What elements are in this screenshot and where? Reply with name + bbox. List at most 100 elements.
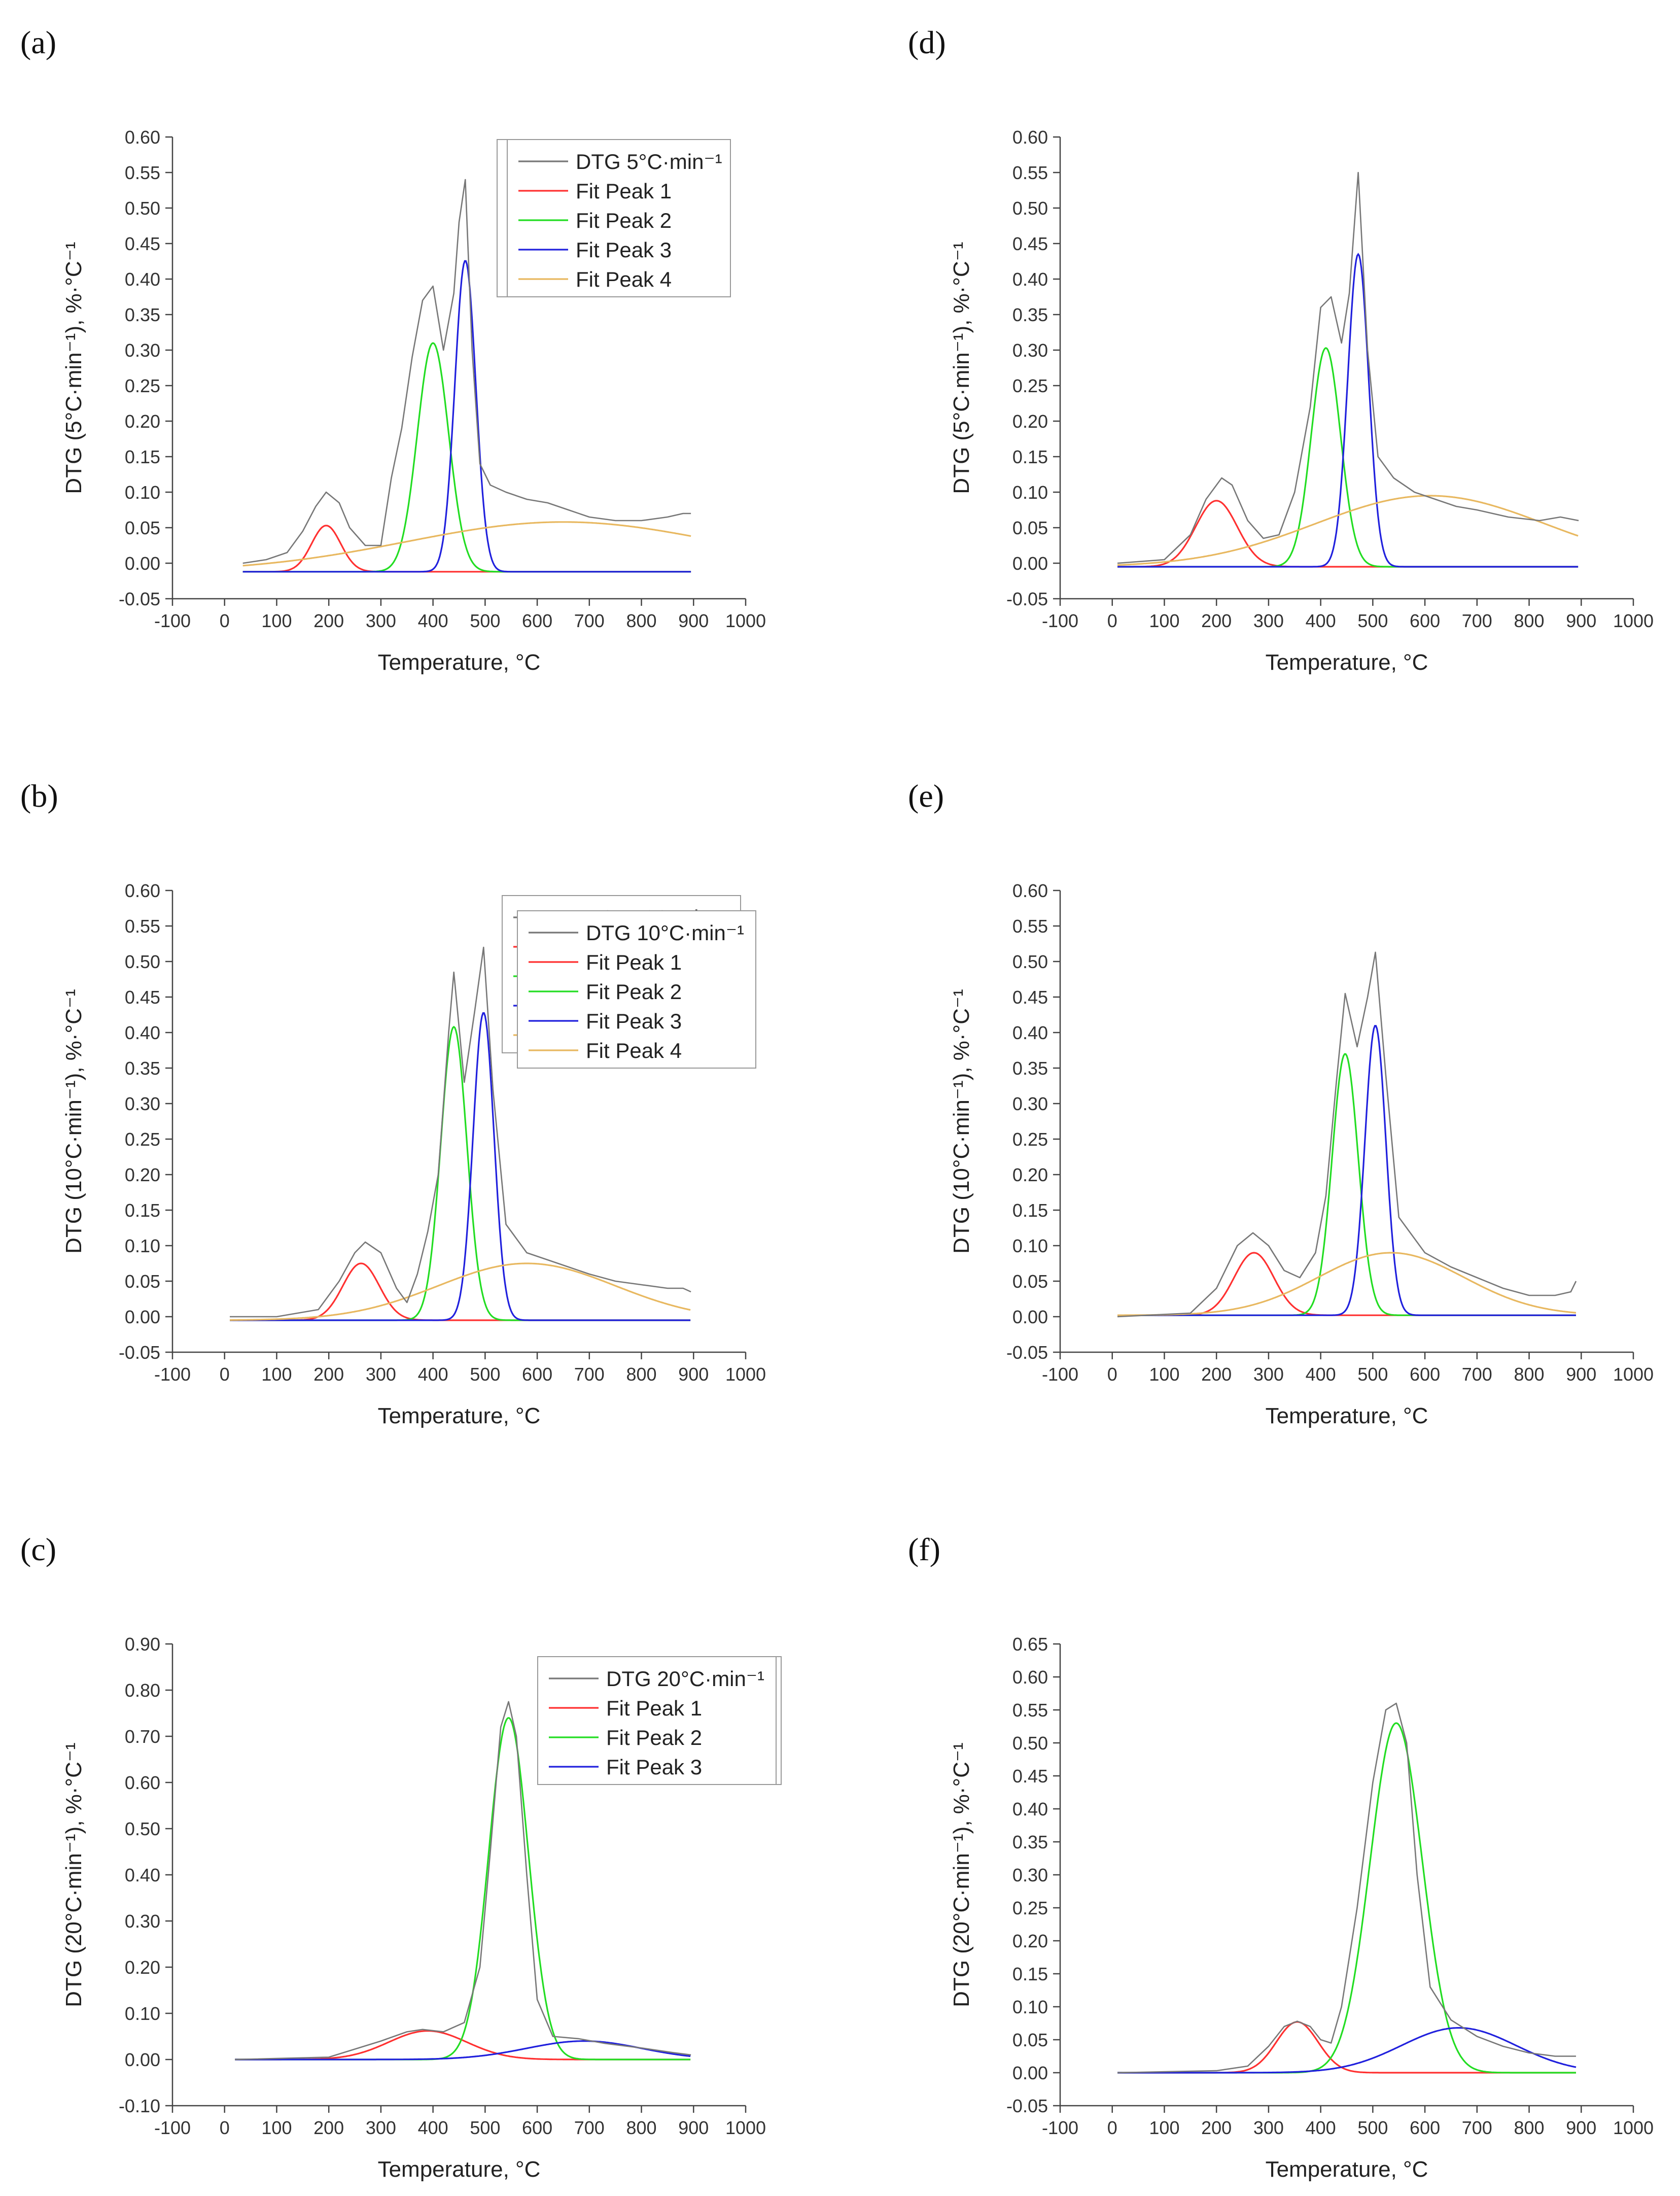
x-tick-label: 0 (220, 2117, 230, 2138)
plot-area (1117, 951, 1577, 1318)
x-tick-label: 0 (1107, 610, 1117, 631)
panel-label: (a) (20, 24, 56, 60)
panel-b: (b) -100 0 100 200 300 400 500 600 700 800 900 1000 -… (20, 778, 766, 1428)
y-tick-label: 0.00 (125, 2049, 160, 2070)
legend-entry: Fit Peak 3 (576, 238, 672, 262)
y-tick-label: 0.20 (1012, 411, 1048, 432)
x-tick-label: 300 (366, 1364, 396, 1385)
panel-e: (e) -100 0 100 200 300 400 500 600 700 800 900 1000 -… (517, 778, 1654, 1428)
y-tick-label: 0.15 (125, 1200, 160, 1221)
y-tick-label: 0.10 (1012, 1236, 1048, 1256)
fit-peak-4-line (230, 1262, 691, 1321)
fit-peak-2-line (242, 342, 691, 573)
y-tick-label: 0.60 (125, 127, 160, 148)
fit-peak-1-line (1117, 1252, 1576, 1316)
y-tick-label: 0.40 (125, 1865, 160, 1885)
y-tick-label: 0.90 (125, 1634, 160, 1655)
dtg-curve (1117, 951, 1577, 1318)
x-tick-label: 500 (1357, 610, 1388, 631)
y-tick-label: 0.05 (125, 1271, 160, 1292)
y-tick-label: 0.60 (125, 1772, 160, 1793)
legend-entry: Fit Peak 3 (586, 1009, 682, 1033)
y-tick-label: 0.30 (1012, 1865, 1048, 1885)
y-tick-label: 0.05 (1012, 2030, 1048, 2050)
y-tick-label: 0.55 (125, 162, 160, 183)
fit-peak-3-line (242, 260, 691, 573)
y-tick-label: 0.30 (1012, 1093, 1048, 1114)
y-tick-label: -0.05 (119, 1342, 160, 1363)
panel-label: (c) (20, 1531, 56, 1567)
dtg-curve (235, 1701, 691, 2061)
y-tick-label: 0.00 (1012, 2063, 1048, 2083)
x-tick-label: 900 (678, 2117, 709, 2138)
x-tick-label: 900 (678, 1364, 709, 1385)
plot-area (1117, 1702, 1577, 2074)
x-tick-label: 100 (1149, 1364, 1179, 1385)
y-tick-label: 0.45 (1012, 233, 1048, 254)
y-tick-label: 0.35 (125, 304, 160, 325)
y-tick-label: 0.80 (125, 1680, 160, 1701)
fit-peak-2-line (1117, 1053, 1576, 1316)
x-tick-label: 800 (626, 1364, 657, 1385)
y-tick-label: 0.35 (125, 1058, 160, 1079)
x-tick-label: 400 (1306, 1364, 1336, 1385)
y-tick-label: 0.50 (1012, 951, 1048, 972)
y-tick-label: 0.40 (1012, 269, 1048, 290)
legend: DTG 10°C·min⁻¹ Fit Peak 1 Fit Peak 2 Fit Pe… (517, 910, 756, 1069)
fit-peak-3-line (1117, 1025, 1576, 1316)
legend-entry: Fit Peak 4 (576, 267, 672, 291)
y-tick-label: 0.50 (1012, 1733, 1048, 1754)
x-tick-label: 0 (1107, 2117, 1117, 2138)
x-tick-label: 400 (1306, 2117, 1336, 2138)
legend-box (517, 910, 756, 1069)
legend: DTG 5°C·min⁻¹ Fit Peak 1 Fit Peak 2 Fit Pea… (507, 139, 731, 297)
y-axis-title: DTG (20°C·min⁻¹), %·°C⁻¹ (61, 1742, 86, 2007)
legend-entry: Fit Peak 4 (586, 1039, 682, 1062)
legend: DTG 20°C·min⁻¹ Fit Peak 1 Fit Peak 2 Fit Pe… (537, 1656, 777, 1785)
y-tick-label: 0.30 (125, 340, 160, 361)
y-tick-label: 0.05 (1012, 518, 1048, 538)
legend-entry: Fit Peak 2 (586, 980, 682, 1004)
x-tick-label: 900 (678, 610, 709, 631)
x-axis-title: Temperature, °C (378, 1403, 541, 1428)
y-tick-label: 0.25 (1012, 375, 1048, 396)
y-tick-label: 0.15 (1012, 447, 1048, 467)
x-tick-label: 900 (1566, 1364, 1596, 1385)
x-tick-label: 600 (522, 610, 552, 631)
x-tick-label: 600 (1410, 610, 1440, 631)
dtg-curve (1117, 1702, 1576, 2074)
y-tick-label: 0.60 (125, 880, 160, 901)
panel-c: (c) -100 0 100 200 300 400 500 600 700 800 900 1000 -… (20, 1531, 782, 2182)
x-tick-label: 800 (1514, 2117, 1545, 2138)
legend-entry: DTG 5°C·min⁻¹ (576, 150, 722, 174)
legend-entry: Fit Peak 1 (586, 950, 682, 974)
x-tick-label: 0 (220, 1364, 230, 1385)
x-tick-label: 800 (626, 2117, 657, 2138)
y-tick-label: -0.05 (1006, 2096, 1048, 2116)
panel-label: (d) (908, 24, 946, 60)
x-tick-label: 1000 (725, 610, 766, 631)
y-tick-label: 0.35 (1012, 1058, 1048, 1079)
plot-area (230, 946, 691, 1321)
y-axis-title: DTG (5°C·min⁻¹), %·°C⁻¹ (61, 242, 86, 494)
fit-peak-3-line (1117, 2027, 1577, 2074)
x-tick-label: 900 (1566, 610, 1596, 631)
x-axis-title: Temperature, °C (1266, 2157, 1428, 2182)
x-tick-label: 100 (261, 1364, 292, 1385)
x-tick-label: -100 (154, 610, 191, 631)
x-tick-label: 1000 (1613, 610, 1654, 631)
y-tick-label: -0.05 (1006, 1342, 1048, 1363)
x-tick-label: -100 (154, 1364, 191, 1385)
x-tick-label: 1000 (1613, 1364, 1654, 1385)
y-tick-label: 0.55 (1012, 916, 1048, 937)
dtg-curve (1117, 171, 1579, 564)
y-tick-label: 0.40 (1012, 1799, 1048, 1820)
y-tick-label: 0.45 (125, 233, 160, 254)
y-tick-label: 0.40 (1012, 1022, 1048, 1043)
y-tick-label: 0.20 (125, 1957, 160, 1978)
x-tick-label: 200 (1201, 2117, 1232, 2138)
legend-entry: DTG 20°C·min⁻¹ (606, 1667, 764, 1691)
x-axis-title: Temperature, °C (1266, 650, 1428, 675)
x-tick-label: 300 (1253, 1364, 1284, 1385)
dtg-curve (242, 179, 691, 564)
